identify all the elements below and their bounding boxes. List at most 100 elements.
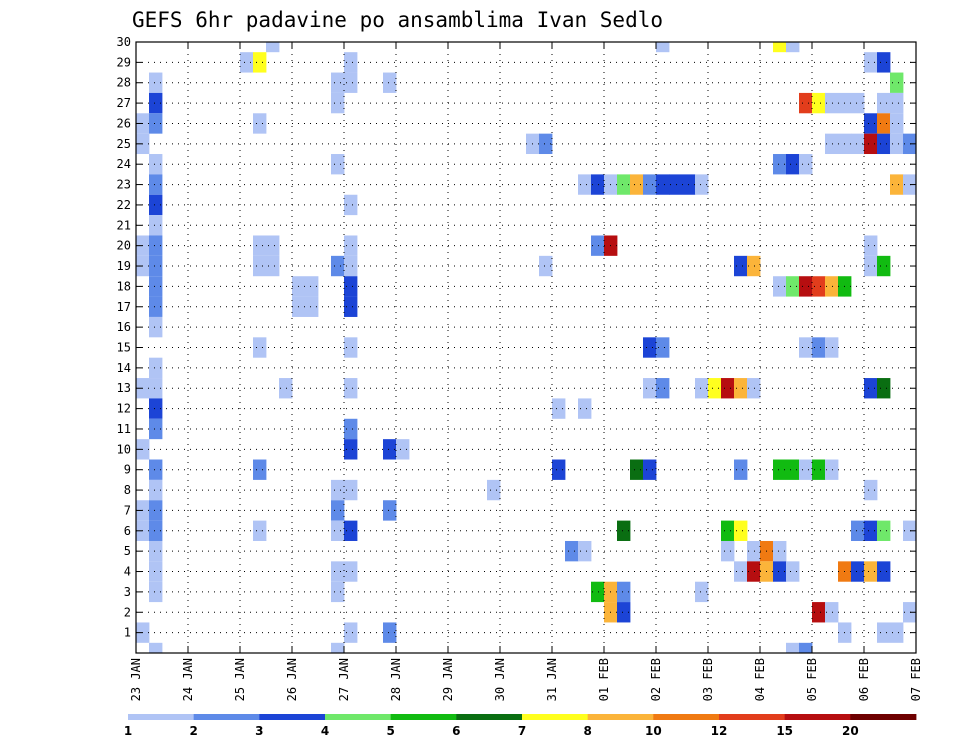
heatmap-cell: [383, 500, 397, 521]
legend-label: 12: [711, 724, 728, 738]
heatmap-cell: [331, 72, 358, 93]
heatmap-cell: [149, 194, 163, 216]
legend-label: 4: [321, 724, 329, 738]
heatmap-cell: [149, 235, 163, 256]
x-tick-label: 04 FEB: [753, 658, 767, 701]
y-tick-label: 24: [117, 157, 131, 171]
heatmap-cell: [643, 459, 657, 480]
x-tick-label: 28 JAN: [389, 658, 403, 701]
heatmap-cell: [799, 337, 813, 358]
heatmap-cell: [812, 459, 826, 480]
heatmap-cell: [825, 602, 839, 623]
heatmap-cell: [877, 561, 891, 582]
heatmap-cell: [331, 642, 345, 653]
heatmap-cell: [565, 540, 579, 562]
legend-label: 10: [645, 724, 662, 738]
y-tick-label: 13: [117, 381, 131, 395]
y-tick-label: 19: [117, 259, 131, 273]
heatmap-cell: [149, 398, 163, 419]
heatmap-cell: [747, 378, 761, 399]
heatmap-cell: [786, 561, 800, 582]
heatmap-cell: [864, 561, 878, 582]
heatmap-cell: [149, 500, 163, 521]
legend-swatch: [456, 714, 523, 720]
heatmap-cell: [877, 52, 891, 73]
y-tick-label: 20: [117, 239, 131, 253]
y-tick-label: 9: [124, 463, 131, 477]
heatmap-cell: [149, 581, 163, 603]
legend-label: 7: [518, 724, 526, 738]
heatmap-cell: [877, 378, 891, 399]
heatmap-cell: [695, 174, 709, 195]
heatmap-cell: [656, 174, 670, 195]
heatmap-cell: [864, 479, 878, 501]
legend-swatch: [259, 714, 326, 720]
heatmap-cell: [890, 174, 904, 195]
legend-label: 3: [255, 724, 263, 738]
legend-swatch: [522, 714, 589, 720]
heatmap-cell: [253, 255, 280, 277]
legend-swatch: [390, 714, 457, 720]
x-tick-label: 27 JAN: [337, 658, 351, 701]
heatmap-cell: [786, 154, 800, 175]
heatmap-cell: [591, 581, 605, 603]
heatmap-cell: [734, 255, 748, 277]
heatmap-cell: [851, 520, 865, 541]
heatmap-cell: [331, 500, 345, 521]
y-tick-label: 16: [117, 320, 131, 334]
heatmap-cell: [656, 42, 670, 53]
heatmap-cell: [617, 520, 631, 541]
legend-label: 6: [452, 724, 460, 738]
heatmap-cell: [253, 520, 267, 541]
x-tick-label: 07 FEB: [909, 658, 923, 701]
heatmap-cell: [344, 520, 358, 541]
legend-label: 15: [776, 724, 793, 738]
heatmap-cell: [786, 276, 800, 297]
heatmap-cell: [149, 418, 163, 440]
y-tick-label: 21: [117, 218, 131, 232]
x-tick-label: 31 JAN: [545, 658, 559, 701]
heatmap-cell: [149, 540, 163, 562]
heatmap-cell: [825, 337, 839, 358]
legend-label: 8: [583, 724, 591, 738]
y-tick-label: 22: [117, 198, 131, 212]
heatmap-cell: [149, 72, 163, 93]
x-tick-label: 01 FEB: [597, 658, 611, 701]
heatmap-cell: [617, 581, 631, 603]
legend: 1 2 3 4 5 6 7 8 10 12 15 20: [124, 714, 917, 738]
heatmap-cell: [825, 459, 839, 480]
y-tick-label: 10: [117, 442, 131, 456]
x-tick-label: 24 JAN: [181, 658, 195, 701]
heatmap-cell: [890, 72, 904, 93]
grid-lines: [136, 42, 916, 653]
legend-swatch: [850, 714, 917, 720]
y-tick-label: 27: [117, 96, 131, 110]
heatmap-cell: [253, 52, 267, 73]
heatmap-cell: [539, 133, 553, 155]
heatmap-cell: [344, 337, 358, 358]
heatmap-cell: [851, 133, 865, 155]
heatmap-cell: [578, 174, 592, 195]
heatmap-cell: [149, 255, 163, 277]
heatmap-cell: [149, 642, 163, 653]
heatmap-cell: [812, 276, 826, 297]
heatmap-cell: [773, 561, 787, 582]
heatmap-cell: [149, 520, 163, 541]
heatmap-cell: [695, 581, 709, 603]
heatmap-cell: [591, 235, 605, 256]
heatmap-cell: [747, 561, 761, 582]
heatmap-cell: [903, 520, 917, 541]
heatmap-cell: [734, 459, 748, 480]
heatmap-cell: [799, 459, 813, 480]
heatmap-cell: [552, 398, 566, 419]
x-tick-label: 30 JAN: [493, 658, 507, 701]
heatmap-cell: [630, 174, 644, 195]
heatmap-cell: [617, 174, 631, 195]
heatmap-cell: [344, 235, 358, 256]
heatmap-cell: [331, 479, 358, 501]
heatmap-cell: [903, 133, 917, 155]
y-tick-label: 2: [124, 605, 131, 619]
y-tick-label: 23: [117, 178, 131, 192]
heatmap-cell: [578, 398, 592, 419]
heatmap-cell: [747, 540, 761, 562]
